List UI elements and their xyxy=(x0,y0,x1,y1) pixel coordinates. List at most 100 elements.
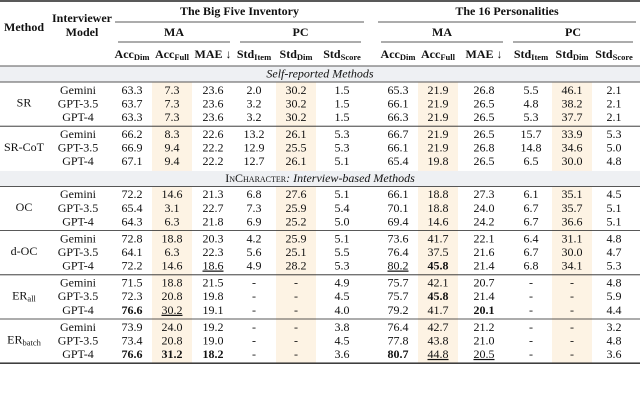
method-name-main: ER xyxy=(12,288,27,302)
cell: 19.8 xyxy=(203,289,224,303)
cell: 2.0 xyxy=(247,83,262,97)
cell: 63.3 xyxy=(122,110,143,124)
cell: 7.3 xyxy=(247,201,262,215)
cell: 6.8 xyxy=(524,259,539,273)
cell: 79.2 xyxy=(388,303,409,317)
cell: 6.7 xyxy=(524,245,539,259)
column-header: AccDim xyxy=(115,47,150,62)
cell: 42.1 xyxy=(428,276,449,290)
cell: 73.6 xyxy=(388,231,409,245)
method-name: ERall xyxy=(12,288,36,303)
cell: 35.1 xyxy=(562,187,583,201)
cell: - xyxy=(252,303,256,317)
column-header-main: Std xyxy=(595,47,613,61)
cell: 19.8 xyxy=(428,154,449,168)
cell: 4.4 xyxy=(607,303,622,317)
column-header-sub: Score xyxy=(613,52,633,62)
cell: - xyxy=(529,303,533,317)
cell: 14.6 xyxy=(162,259,183,273)
cell: 23.6 xyxy=(203,96,224,110)
cell: 21.8 xyxy=(203,214,224,228)
cell: 38.2 xyxy=(562,96,583,110)
cell: 2.1 xyxy=(607,83,622,97)
column-header-sub: Full xyxy=(174,52,189,62)
cell: 1.5 xyxy=(335,96,350,110)
cell: 66.1 xyxy=(388,141,409,155)
cell: 21.2 xyxy=(474,320,495,334)
cell: 4.5 xyxy=(607,187,622,201)
cell: 41.7 xyxy=(428,231,449,245)
cell: 65.4 xyxy=(388,154,409,168)
cell: 4.8 xyxy=(607,333,622,347)
subgroup-title: PC xyxy=(565,25,581,39)
cell: 4.7 xyxy=(607,245,622,259)
cell: 21.9 xyxy=(428,96,449,110)
cell: 5.5 xyxy=(524,83,539,97)
cell: 4.9 xyxy=(247,259,262,273)
cell: 7.3 xyxy=(165,96,180,110)
cell: 26.1 xyxy=(286,154,307,168)
model-header: Model xyxy=(66,25,99,39)
cell: 21.4 xyxy=(474,289,495,303)
cell: 20.1 xyxy=(474,303,495,317)
column-header-sub: Item xyxy=(254,52,271,62)
cell: 7.3 xyxy=(165,110,180,124)
section-label: InCharacter: Interview-based Methods xyxy=(225,171,415,185)
model-name: Gemini xyxy=(60,127,97,141)
cell: 76.4 xyxy=(388,245,409,259)
model-name: Gemini xyxy=(60,231,97,245)
method-name: SR xyxy=(17,95,32,109)
cell: 42.7 xyxy=(428,320,449,334)
cell: 80.7 xyxy=(388,347,409,361)
model-name: Gemini xyxy=(60,320,97,334)
method-name-main: ER xyxy=(7,332,22,346)
cell: 28.2 xyxy=(286,259,307,273)
column-header-sub: Full xyxy=(440,52,455,62)
column-header-main: Std xyxy=(280,47,298,61)
cell: 3.6 xyxy=(335,347,350,361)
group-title: The Big Five Inventory xyxy=(180,4,299,18)
cell: 9.4 xyxy=(165,141,180,155)
cell: 5.3 xyxy=(607,127,622,141)
cell: 5.1 xyxy=(607,214,622,228)
cell: - xyxy=(294,303,298,317)
model-name: GPT-4 xyxy=(62,303,94,317)
column-shade xyxy=(418,67,458,364)
cell: 30.2 xyxy=(286,83,307,97)
cell: 5.9 xyxy=(607,289,622,303)
cell: 6.3 xyxy=(165,245,180,259)
cell: 67.1 xyxy=(122,154,143,168)
model-name: GPT-4 xyxy=(62,154,94,168)
cell: 20.8 xyxy=(162,289,183,303)
cell: 18.8 xyxy=(162,231,183,245)
cell: 4.0 xyxy=(335,303,350,317)
cell: 66.9 xyxy=(122,141,143,155)
column-header: StdDim xyxy=(280,47,313,62)
cell: 5.3 xyxy=(335,141,350,155)
cell: 24.0 xyxy=(474,201,495,215)
model-name: GPT-3.5 xyxy=(58,245,99,259)
cell: 19.1 xyxy=(203,303,224,317)
model-name: Gemini xyxy=(60,187,97,201)
method-name-main: SR xyxy=(17,95,32,109)
cell: 26.8 xyxy=(474,141,495,155)
model-name: GPT-3.5 xyxy=(58,96,99,110)
cell: 1.5 xyxy=(335,110,350,124)
cell: 5.0 xyxy=(335,214,350,228)
column-header-main: Acc xyxy=(155,47,175,61)
method-name: d-OC xyxy=(11,244,38,258)
column-header: AccFull xyxy=(155,47,190,62)
section-label: Self-reported Methods xyxy=(266,66,374,80)
cell: 22.2 xyxy=(203,154,224,168)
cell: 75.7 xyxy=(388,289,409,303)
model-name: Gemini xyxy=(60,83,97,97)
cell: 5.1 xyxy=(335,154,350,168)
cell: 3.2 xyxy=(247,110,262,124)
cell: 4.8 xyxy=(607,276,622,290)
cell: 6.7 xyxy=(524,214,539,228)
cell: 66.2 xyxy=(122,127,143,141)
cell: - xyxy=(252,289,256,303)
cell: 71.5 xyxy=(122,276,143,290)
cell: 20.3 xyxy=(203,231,224,245)
column-header-sub: Dim xyxy=(400,52,416,62)
